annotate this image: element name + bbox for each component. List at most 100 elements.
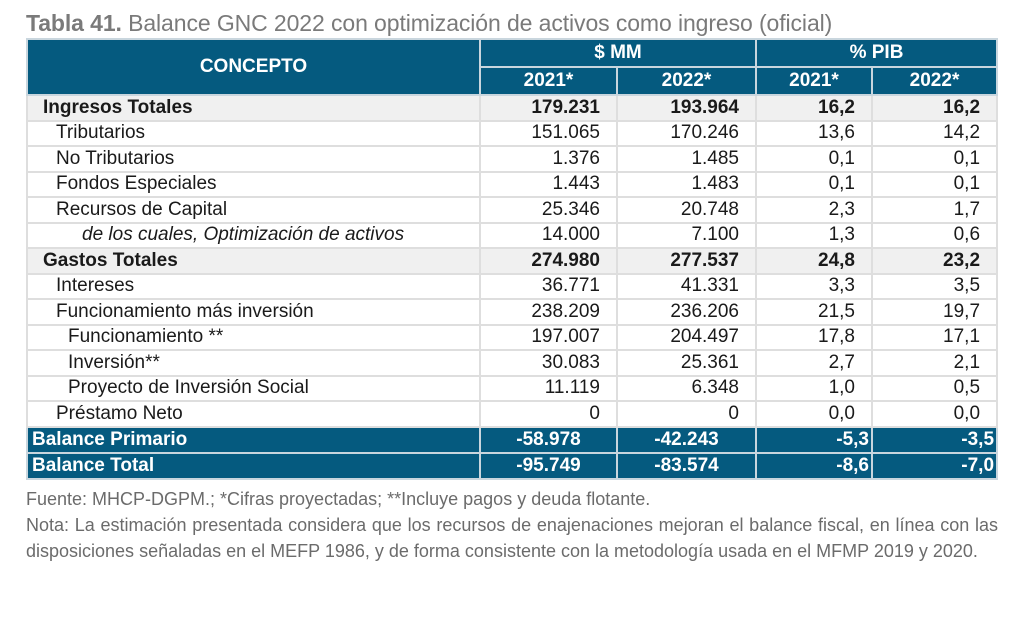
value-mm-2022: 170.246 <box>616 119 757 147</box>
row-label: Balance Primario <box>26 425 481 454</box>
table-row: de los cuales, Optimización de activos 14… <box>26 221 999 249</box>
row-label: Tributarios <box>26 119 481 147</box>
value-mm-2022: 6.348 <box>616 374 757 402</box>
row-label: de los cuales, Optimización de activos <box>26 221 481 249</box>
methodology-note: Nota: La estimación presentada considera… <box>26 514 998 561</box>
table-row: Proyecto de Inversión Social 11.119 6.348 1… <box>26 374 999 402</box>
value-mm-2021: 238.209 <box>479 298 618 326</box>
source-note: Fuente: MHCP-DGPM.; *Cifras proyectadas;… <box>26 488 651 509</box>
value-pib-2021: -5,3 <box>755 425 873 454</box>
value-pib-2021: 17,8 <box>755 323 873 351</box>
value-mm-2021: 274.980 <box>479 247 618 275</box>
value-mm-2022: 20.748 <box>616 196 757 224</box>
table-row: Intereses 36.771 41.331 3,3 3,5 <box>26 272 999 300</box>
value-mm-2021: 36.771 <box>479 272 618 300</box>
header-row-years: 2021* 2022* 2021* 2022* <box>27 66 999 96</box>
header-year-pib-2022: 2022* <box>870 66 999 96</box>
value-mm-2021: -58.978 <box>479 425 618 454</box>
table-row: Tributarios 151.065 170.246 13,6 14,2 <box>26 119 999 147</box>
value-pib-2022: 0,0 <box>870 400 999 428</box>
row-label: Fondos Especiales <box>26 170 481 198</box>
value-pib-2022: 23,2 <box>870 247 999 275</box>
value-mm-2021: 1.376 <box>479 145 618 173</box>
value-pib-2022: 14,2 <box>870 119 999 147</box>
value-pib-2022: 19,7 <box>870 298 999 326</box>
value-mm-2022: 204.497 <box>616 323 757 351</box>
value-mm-2021: 197.007 <box>479 323 618 351</box>
row-label: Proyecto de Inversión Social <box>26 374 481 402</box>
row-label: Funcionamiento más inversión <box>26 298 481 326</box>
balance-row: Balance Total -95.749 -83.574 -8,6 -7,0 <box>26 451 999 480</box>
total-row: Gastos Totales 274.980 277.537 24,8 23,2 <box>26 247 999 275</box>
value-pib-2022: 17,1 <box>870 323 999 351</box>
value-pib-2021: 16,2 <box>755 94 873 122</box>
header-year-pib-2021: 2021* <box>755 66 873 96</box>
value-pib-2022: 0,1 <box>870 170 999 198</box>
value-pib-2021: 13,6 <box>755 119 873 147</box>
total-row: Ingresos Totales 179.231 193.964 16,2 16,2 <box>26 94 999 122</box>
value-mm-2021: 25.346 <box>479 196 618 224</box>
value-pib-2021: 21,5 <box>755 298 873 326</box>
value-pib-2021: 0,1 <box>755 170 873 198</box>
table-number: Tabla 41. <box>26 10 122 36</box>
value-mm-2022: 193.964 <box>616 94 757 122</box>
balance-row: Balance Primario -58.978 -42.243 -5,3 -3,5 <box>26 425 999 454</box>
table-row: Funcionamiento ** 197.007 204.497 17,8 17,1 <box>26 323 999 351</box>
value-pib-2022: 3,5 <box>870 272 999 300</box>
table-figure: Tabla 41. Balance GNC 2022 con optimizac… <box>26 8 999 564</box>
value-mm-2021: 179.231 <box>479 94 618 122</box>
row-label: Gastos Totales <box>26 247 481 275</box>
value-mm-2021: 0 <box>479 400 618 428</box>
value-mm-2022: -42.243 <box>616 425 757 454</box>
value-pib-2021: 0,1 <box>755 145 873 173</box>
table-row: Funcionamiento más inversión 238.209 236.2… <box>26 298 999 326</box>
row-label: Préstamo Neto <box>26 400 481 428</box>
value-mm-2022: 236.206 <box>616 298 757 326</box>
value-pib-2021: 24,8 <box>755 247 873 275</box>
table-title: Tabla 41. Balance GNC 2022 con optimizac… <box>26 8 998 38</box>
value-mm-2022: 25.361 <box>616 349 757 377</box>
value-pib-2021: 2,7 <box>755 349 873 377</box>
value-mm-2022: 277.537 <box>616 247 757 275</box>
value-mm-2022: -83.574 <box>616 451 757 480</box>
value-mm-2022: 7.100 <box>616 221 757 249</box>
table-caption: Balance GNC 2022 con optimización de act… <box>121 10 833 36</box>
row-label: No Tributarios <box>26 145 481 173</box>
value-mm-2022: 1.485 <box>616 145 757 173</box>
value-pib-2022: 16,2 <box>870 94 999 122</box>
row-label: Recursos de Capital <box>26 196 481 224</box>
value-mm-2022: 1.483 <box>616 170 757 198</box>
value-pib-2022: 1,7 <box>870 196 999 224</box>
value-pib-2022: -7,0 <box>870 451 999 480</box>
table-row: Préstamo Neto 0 0 0,0 0,0 <box>26 400 999 428</box>
value-mm-2021: 14.000 <box>479 221 618 249</box>
balance-table: CONCEPTO $ MM % PIB 2021* 2022* 2021* 20… <box>26 38 999 480</box>
table-row: Inversión** 30.083 25.361 2,7 2,1 <box>26 349 999 377</box>
header-year-mm-2022: 2022* <box>616 66 757 96</box>
header-concepto: CONCEPTO <box>26 38 481 96</box>
header-group-mm: $ MM <box>479 38 757 68</box>
value-pib-2022: 0,6 <box>870 221 999 249</box>
value-pib-2021: 1,3 <box>755 221 873 249</box>
table-row: No Tributarios 1.376 1.485 0,1 0,1 <box>26 145 999 173</box>
value-mm-2021: 151.065 <box>479 119 618 147</box>
value-pib-2021: 1,0 <box>755 374 873 402</box>
row-label: Intereses <box>26 272 481 300</box>
row-label: Funcionamiento ** <box>26 323 481 351</box>
value-mm-2022: 0 <box>616 400 757 428</box>
value-mm-2021: 11.119 <box>479 374 618 402</box>
value-pib-2022: 2,1 <box>870 349 999 377</box>
table-row: Recursos de Capital 25.346 20.748 2,3 1,7 <box>26 196 999 224</box>
value-pib-2021: 3,3 <box>755 272 873 300</box>
row-label: Balance Total <box>26 451 481 480</box>
header-group-pib: % PIB <box>754 38 999 68</box>
value-pib-2022: 0,1 <box>870 145 999 173</box>
header-row-groups: CONCEPTO $ MM % PIB <box>26 38 999 96</box>
value-mm-2021: 30.083 <box>479 349 618 377</box>
value-pib-2022: -3,5 <box>870 425 999 454</box>
table-row: Fondos Especiales 1.443 1.483 0,1 0,1 <box>26 170 999 198</box>
row-label: Ingresos Totales <box>26 94 481 122</box>
table-notes: Fuente: MHCP-DGPM.; *Cifras proyectadas;… <box>26 486 998 564</box>
value-pib-2021: 2,3 <box>755 196 873 224</box>
value-pib-2021: -8,6 <box>755 451 873 480</box>
